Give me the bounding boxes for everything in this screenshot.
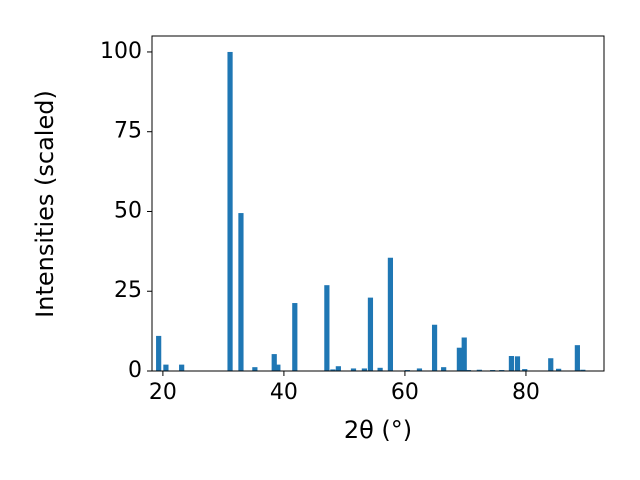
y-tick-label: 75 [114,119,142,144]
bar [324,285,330,371]
bar [227,51,233,371]
y-tick-label: 100 [100,39,142,64]
bar [156,335,162,371]
bar [514,356,521,371]
bar [476,369,482,371]
bar [508,356,515,371]
bar [179,364,185,371]
bar [556,368,562,371]
bar [350,368,357,371]
bar [416,368,423,371]
bar [163,364,169,371]
bar [367,297,374,371]
bar [271,354,277,371]
bar [574,345,580,371]
bar [461,337,467,371]
bar [580,369,586,371]
bar [441,367,447,371]
bar [335,366,341,371]
bar [522,369,528,371]
bar [431,324,438,371]
x-tick-label: 80 [512,380,540,405]
bar [238,213,244,371]
y-tick-label: 50 [114,198,142,223]
bar [548,358,554,371]
bar [456,347,462,371]
bar [330,369,336,371]
bar [387,257,394,371]
x-tick-label: 20 [149,380,177,405]
bar [361,368,367,371]
bar [252,367,258,371]
y-tick-label: 25 [114,278,142,303]
bar [377,367,383,371]
y-tick-label: 0 [128,358,142,383]
bar [275,364,281,371]
y-axis-label: Intensities (scaled) [31,90,59,318]
x-axis-label: 2θ (°) [344,416,412,444]
x-tick-label: 40 [270,380,298,405]
plot-frame [151,35,605,372]
x-tick-label: 60 [391,380,419,405]
bar [292,303,298,371]
